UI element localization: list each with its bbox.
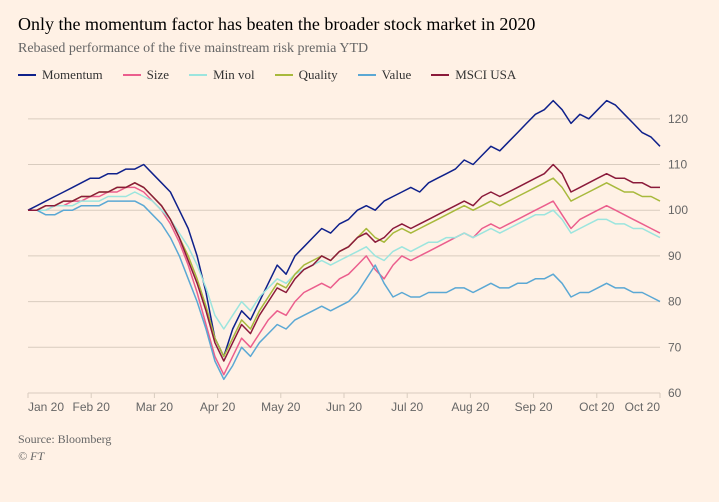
line-chart: 60 70 80 90 100 110 120 Jan 20 Feb 20 Mar 20 Apr 2…	[18, 91, 701, 426]
legend-item: Momentum	[18, 67, 103, 83]
svg-text:Mar 20: Mar 20	[136, 400, 174, 414]
legend-swatch	[431, 74, 449, 77]
svg-text:60: 60	[668, 386, 682, 400]
legend-swatch	[123, 74, 141, 77]
legend-item: Size	[123, 67, 169, 83]
svg-text:Apr 20: Apr 20	[200, 400, 236, 414]
svg-text:Jul 20: Jul 20	[391, 400, 423, 414]
svg-text:Sep 20: Sep 20	[515, 400, 553, 414]
chart-title: Only the momentum factor has beaten the …	[18, 14, 701, 35]
legend-swatch	[189, 74, 207, 77]
svg-text:Oct 20: Oct 20	[579, 400, 615, 414]
legend-item: Value	[358, 67, 412, 83]
legend-label: Quality	[299, 67, 338, 83]
series-line	[28, 201, 660, 379]
legend-item: MSCI USA	[431, 67, 516, 83]
series-line	[28, 192, 660, 329]
legend-label: Momentum	[42, 67, 103, 83]
legend-label: Value	[382, 67, 412, 83]
legend-label: Min vol	[213, 67, 255, 83]
legend-item: Min vol	[189, 67, 255, 83]
svg-text:110: 110	[668, 158, 687, 172]
legend-swatch	[18, 74, 36, 77]
svg-text:70: 70	[668, 340, 682, 354]
svg-text:Feb 20: Feb 20	[73, 400, 111, 414]
legend-label: Size	[147, 67, 169, 83]
series-line	[28, 187, 660, 374]
series-line	[28, 165, 660, 362]
legend-swatch	[275, 74, 293, 77]
svg-text:100: 100	[668, 203, 688, 217]
svg-text:Aug 20: Aug 20	[451, 400, 489, 414]
svg-text:Oct 20: Oct 20	[625, 400, 661, 414]
svg-text:80: 80	[668, 295, 682, 309]
svg-text:Jun 20: Jun 20	[326, 400, 362, 414]
legend-item: Quality	[275, 67, 338, 83]
svg-text:90: 90	[668, 249, 682, 263]
credit-label: © FT	[18, 449, 701, 464]
chart-subtitle: Rebased performance of the five mainstre…	[18, 41, 701, 57]
svg-text:120: 120	[668, 112, 688, 126]
legend: Momentum Size Min vol Quality Value MSCI USA	[18, 67, 701, 83]
source-label: Source: Bloomberg	[18, 432, 701, 447]
series-line	[28, 101, 660, 357]
legend-swatch	[358, 74, 376, 77]
svg-text:May 20: May 20	[261, 400, 301, 414]
svg-text:Jan 20: Jan 20	[28, 400, 64, 414]
series-line	[28, 178, 660, 356]
legend-label: MSCI USA	[455, 67, 516, 83]
